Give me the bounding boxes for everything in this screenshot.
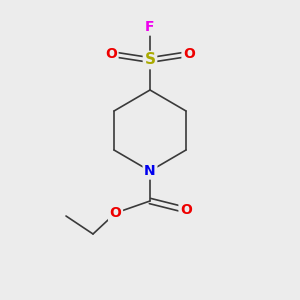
Text: O: O xyxy=(105,47,117,61)
Text: O: O xyxy=(183,47,195,61)
Text: O: O xyxy=(180,203,192,217)
Text: N: N xyxy=(144,164,156,178)
Text: S: S xyxy=(145,52,155,68)
Text: O: O xyxy=(110,206,122,220)
Text: F: F xyxy=(145,20,155,34)
